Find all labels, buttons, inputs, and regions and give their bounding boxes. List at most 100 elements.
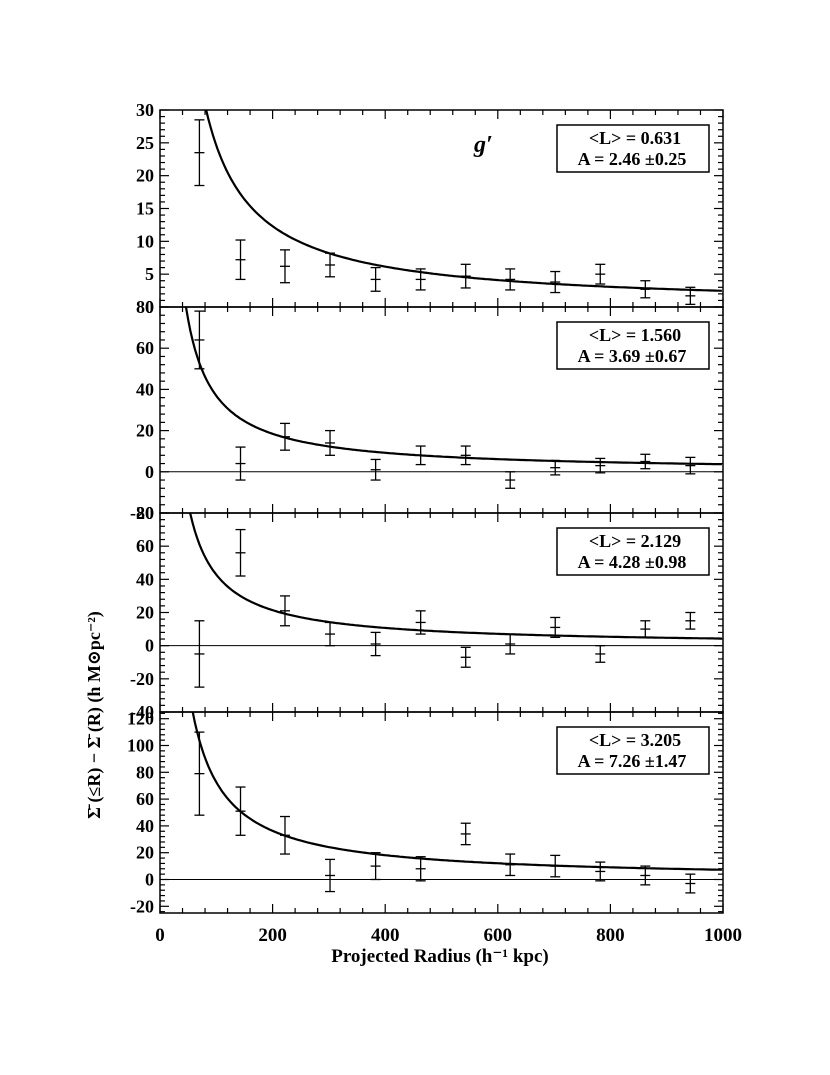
- data-point: [415, 856, 426, 882]
- x-tick-label: 400: [371, 925, 400, 946]
- data-point: [595, 457, 606, 474]
- y-tick-label: 40: [136, 816, 154, 836]
- y-tick-label: 5: [145, 264, 154, 284]
- y-tick-label: 80: [136, 762, 154, 782]
- data-point: [325, 621, 336, 647]
- data-point: [325, 429, 336, 456]
- data-point: [640, 280, 651, 299]
- y-tick-label: 10: [136, 231, 154, 251]
- data-point: [279, 422, 290, 451]
- data-point: [505, 853, 516, 877]
- data-point: [194, 310, 205, 370]
- data-point: [235, 239, 246, 281]
- data-point: [325, 858, 336, 893]
- data-point: [279, 595, 290, 627]
- legend-box: [556, 321, 710, 370]
- data-point: [640, 453, 651, 470]
- data-point: [370, 631, 381, 657]
- data-point: [595, 861, 606, 882]
- y-tick-label: 80: [136, 297, 154, 317]
- data-point: [505, 268, 516, 291]
- model-curve: [191, 712, 722, 871]
- data-point: [505, 471, 516, 489]
- y-tick-label: 20: [136, 603, 154, 623]
- y-tick-label: 30: [136, 100, 154, 120]
- y-tick-label: 60: [136, 536, 154, 556]
- band-label: g′: [473, 132, 493, 158]
- y-tick-label: 0: [145, 636, 154, 656]
- model-curve: [205, 110, 722, 292]
- data-point: [325, 252, 336, 278]
- y-tick-label: -20: [130, 669, 154, 689]
- model-curve: [184, 307, 722, 466]
- legend-luminosity: <L> = 1.560: [589, 325, 681, 345]
- y-tick-label: 15: [136, 199, 154, 219]
- data-point: [685, 456, 696, 475]
- data-point: [235, 786, 246, 836]
- legend-box: [556, 726, 710, 775]
- y-tick-label: 25: [136, 133, 154, 153]
- y-tick-label: 0: [145, 462, 154, 482]
- data-point: [460, 646, 471, 668]
- y-tick-label: -40: [130, 702, 154, 722]
- y-tick-label: 60: [136, 338, 154, 358]
- x-tick-label: 0: [155, 925, 165, 946]
- data-point: [194, 731, 205, 816]
- data-point: [370, 852, 381, 881]
- data-point: [550, 616, 561, 639]
- y-tick-label: 120: [127, 709, 154, 729]
- model-curve: [189, 513, 722, 640]
- data-point: [194, 620, 205, 688]
- data-point: [279, 249, 290, 284]
- data-point: [460, 822, 471, 846]
- y-tick-label: 20: [136, 421, 154, 441]
- y-tick-label: -20: [130, 503, 154, 523]
- legend-luminosity: <L> = 3.205: [589, 730, 681, 750]
- y-tick-label: 20: [136, 166, 154, 186]
- legend-amplitude: A = 7.26 ±1.47: [578, 751, 687, 771]
- data-point: [640, 620, 651, 639]
- y-axis-label: Σ̄ (≤R) − Σ̄ (R) (h M⊙pc⁻²): [84, 611, 105, 819]
- panel-frame: [159, 711, 724, 914]
- y-tick-label: 40: [136, 569, 154, 589]
- data-point: [460, 445, 471, 466]
- data-point: [685, 286, 696, 306]
- y-tick-label: 0: [145, 870, 154, 890]
- data-point: [235, 528, 246, 577]
- legend-amplitude: A = 3.69 ±0.67: [578, 346, 687, 366]
- y-tick-label: 60: [136, 789, 154, 809]
- y-tick-label: 100: [127, 736, 154, 756]
- x-tick-label: 800: [596, 925, 625, 946]
- y-tick-label: -20: [130, 896, 154, 916]
- data-point: [550, 270, 561, 294]
- data-point: [550, 459, 561, 476]
- data-point: [370, 266, 381, 292]
- legend-luminosity: <L> = 0.631: [589, 128, 681, 148]
- x-tick-label: 200: [258, 925, 287, 946]
- x-tick-label: 1000: [704, 925, 742, 946]
- legend-luminosity: <L> = 2.129: [589, 531, 681, 551]
- x-axis: 0 200 400 600 800 1000: [155, 925, 742, 946]
- y-tick-label: 40: [136, 379, 154, 399]
- y-tick-label: 80: [136, 503, 154, 523]
- data-point: [415, 445, 426, 466]
- data-point: [685, 611, 696, 630]
- legend-amplitude: A = 4.28 ±0.98: [578, 552, 687, 572]
- x-axis-label: Projected Radius (h⁻¹ kpc): [331, 946, 549, 967]
- data-point: [685, 873, 696, 894]
- data-point: [595, 645, 606, 663]
- data-point: [460, 263, 471, 289]
- data-point: [194, 119, 205, 187]
- legend-box: [556, 124, 710, 173]
- data-point: [550, 854, 561, 878]
- x-tick-label: 600: [484, 925, 513, 946]
- data-point: [235, 446, 246, 481]
- y-tick-label: 20: [136, 843, 154, 863]
- data-point: [595, 263, 606, 285]
- legend-box: [556, 527, 710, 576]
